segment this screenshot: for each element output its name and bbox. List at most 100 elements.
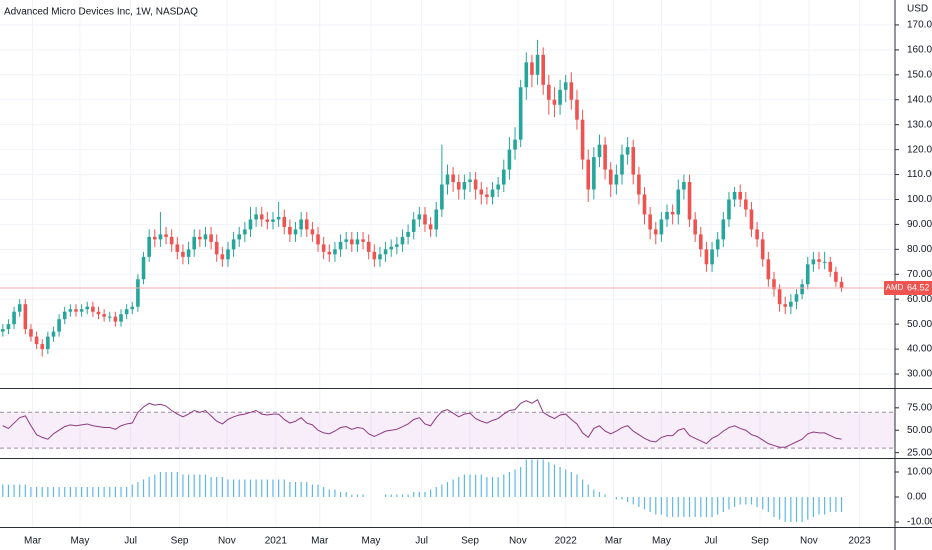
candle-body <box>321 244 326 252</box>
candle-body <box>34 336 39 345</box>
candle-body <box>727 199 731 220</box>
rsi-line <box>2 399 842 448</box>
candle-body <box>231 239 236 250</box>
candle-body <box>68 309 73 312</box>
candle-body <box>102 314 106 317</box>
x-tick-label: Sep <box>171 536 189 547</box>
candle-body <box>732 192 737 200</box>
candle-body <box>383 249 388 255</box>
candle-body <box>237 234 242 240</box>
candle-body <box>501 169 506 185</box>
candle-body <box>822 261 827 263</box>
candle-body <box>445 174 450 185</box>
grid-layer <box>0 0 895 527</box>
candle-body <box>164 234 168 237</box>
x-tick-label: 2023 <box>848 536 871 547</box>
candle-body <box>181 251 185 257</box>
candle-body <box>327 251 332 255</box>
chart-title: Advanced Micro Devices Inc, 1W, NASDAQ <box>4 7 198 18</box>
candle-body <box>541 54 545 85</box>
x-tick-label: Mar <box>24 536 42 547</box>
candle-body <box>96 311 101 315</box>
x-tick-label: Mar <box>605 536 623 547</box>
candle-body <box>288 226 292 235</box>
candle-body <box>451 174 455 183</box>
candle-body <box>243 229 247 235</box>
y-tick-label: 130.00 <box>907 119 932 130</box>
y-tick-label: -10.00 <box>907 517 932 528</box>
candle-body <box>440 184 444 210</box>
candle-body <box>659 219 664 235</box>
candle-body <box>79 309 84 312</box>
candle-body <box>715 239 720 250</box>
y-tick-label: 140.00 <box>907 94 932 105</box>
candle-body <box>513 139 517 150</box>
candle-body <box>107 316 112 318</box>
candle-body <box>152 236 157 240</box>
candle-body <box>6 324 11 330</box>
candle-body <box>738 192 743 200</box>
candle-body <box>378 254 382 260</box>
candle-body <box>642 194 647 215</box>
candle-body <box>338 241 343 250</box>
x-tick-label: May <box>652 536 671 547</box>
candle-body <box>479 189 484 195</box>
candle-body <box>811 259 816 265</box>
candle-body <box>175 244 180 252</box>
candle-body <box>456 182 461 190</box>
candle-body <box>608 169 613 185</box>
candle-body <box>57 319 61 332</box>
candle-body <box>777 289 782 305</box>
candle-body <box>355 239 360 245</box>
candle-body <box>586 159 591 190</box>
candle-body <box>473 179 478 190</box>
candle-body <box>209 234 213 242</box>
candle-body <box>226 249 230 260</box>
candle-body <box>119 314 123 322</box>
y-tick-label: 40.00 <box>907 344 932 355</box>
candle-body <box>828 261 833 272</box>
candle-body <box>198 236 202 240</box>
candle-body <box>113 316 118 322</box>
candle-body <box>721 219 726 240</box>
candle-body <box>597 144 602 158</box>
candle-body <box>214 241 219 255</box>
candle-body <box>496 184 500 190</box>
y-tick-label: 30.00 <box>907 369 932 380</box>
y-tick-label: 70.00 <box>907 269 932 280</box>
y-tick-label: 80.00 <box>907 244 932 255</box>
y-tick-label: 75.00 <box>907 402 932 413</box>
candle-body <box>563 82 568 90</box>
symbol-badge <box>884 280 905 295</box>
candle-body <box>310 229 315 235</box>
candle-body <box>316 234 320 245</box>
candle-body <box>783 304 788 307</box>
candle-body <box>417 214 422 220</box>
candle-body <box>299 219 303 230</box>
candle-body <box>693 219 697 235</box>
candle-body <box>805 264 810 285</box>
candle-body <box>29 329 33 337</box>
candle-body <box>248 219 253 230</box>
x-tick-label: May <box>361 536 380 547</box>
candle-body <box>839 281 844 288</box>
candle-body <box>710 249 714 265</box>
candle-body <box>749 209 754 230</box>
x-tick-label: 2022 <box>555 536 578 547</box>
candle-body <box>744 199 748 210</box>
candle-body <box>490 189 495 197</box>
y-tick-label: 50.00 <box>907 425 932 436</box>
candle-body <box>361 239 365 242</box>
price-badge <box>905 280 932 295</box>
candle-body <box>682 182 686 190</box>
x-tick-label: May <box>70 536 89 547</box>
candle-body <box>699 234 703 250</box>
candle-body <box>834 271 838 282</box>
candle-body <box>530 62 534 75</box>
candle-body <box>40 344 45 350</box>
candle-body <box>676 189 681 215</box>
candle-body <box>271 219 275 222</box>
x-tick-label: Nov <box>800 536 818 547</box>
